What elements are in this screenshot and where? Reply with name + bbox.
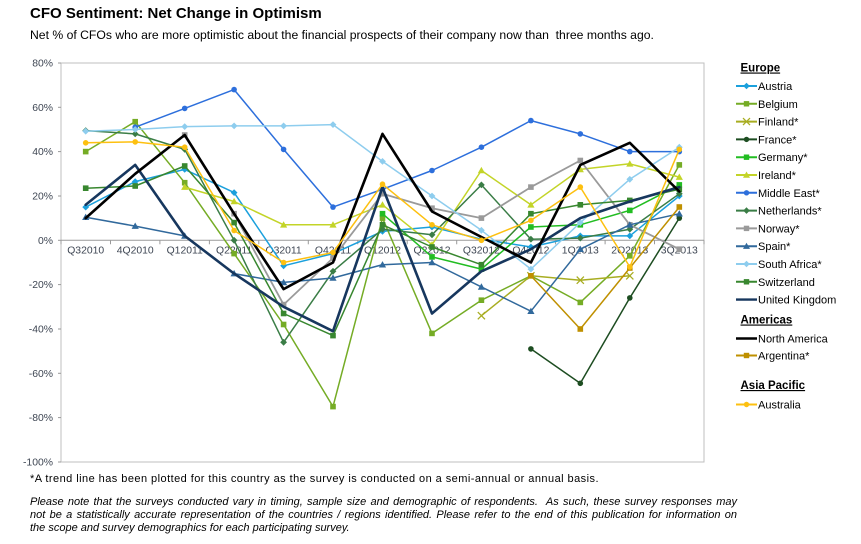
- svg-text:South Africa*: South Africa*: [758, 259, 822, 271]
- svg-text:France*: France*: [758, 134, 797, 146]
- svg-text:Argentina*: Argentina*: [758, 351, 810, 363]
- svg-text:Asia Pacific: Asia Pacific: [741, 380, 806, 392]
- svg-text:-20%: -20%: [29, 280, 53, 291]
- svg-text:Switzerland: Switzerland: [758, 277, 815, 289]
- svg-text:40%: 40%: [32, 147, 53, 158]
- svg-text:Q32010: Q32010: [67, 245, 104, 256]
- svg-text:Q22012: Q22012: [414, 245, 451, 256]
- svg-text:Germany*: Germany*: [758, 152, 808, 164]
- svg-text:20%: 20%: [32, 192, 53, 203]
- svg-text:Q32012: Q32012: [463, 245, 500, 256]
- svg-text:North America: North America: [758, 334, 829, 346]
- svg-text:60%: 60%: [32, 103, 53, 114]
- svg-text:Belgium: Belgium: [758, 99, 798, 111]
- svg-text:Q42012: Q42012: [512, 245, 549, 256]
- svg-text:United Kingdom: United Kingdom: [758, 295, 836, 307]
- svg-text:Australia: Australia: [758, 400, 802, 412]
- svg-text:Q12011: Q12011: [167, 245, 203, 256]
- svg-text:0%: 0%: [38, 236, 53, 247]
- svg-text:Q32011: Q32011: [265, 245, 301, 256]
- svg-text:-60%: -60%: [29, 369, 53, 380]
- svg-text:2Q2013: 2Q2013: [611, 245, 648, 256]
- svg-text:80%: 80%: [32, 59, 53, 70]
- svg-text:4Q2010: 4Q2010: [117, 245, 154, 256]
- svg-text:Europe: Europe: [741, 63, 781, 75]
- svg-text:Q22011: Q22011: [216, 245, 252, 256]
- svg-text:-80%: -80%: [29, 413, 53, 424]
- svg-text:Q12012: Q12012: [364, 245, 401, 256]
- svg-text:Ireland*: Ireland*: [758, 170, 797, 182]
- svg-text:Middle East*: Middle East*: [758, 188, 820, 200]
- svg-text:Norway*: Norway*: [758, 223, 800, 235]
- svg-text:-40%: -40%: [29, 325, 53, 336]
- svg-text:Austria: Austria: [758, 81, 793, 93]
- svg-text:Spain*: Spain*: [758, 241, 791, 253]
- svg-text:Finland*: Finland*: [758, 117, 799, 129]
- svg-text:-100%: -100%: [23, 458, 53, 469]
- svg-text:Americas: Americas: [741, 315, 793, 327]
- svg-text:Netherlands*: Netherlands*: [758, 206, 822, 218]
